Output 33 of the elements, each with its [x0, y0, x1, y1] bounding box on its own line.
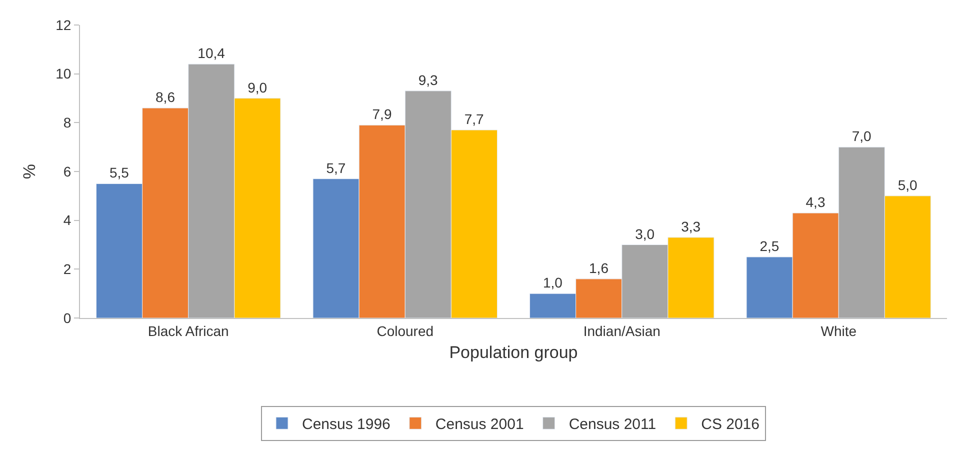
y-axis-title: % [20, 164, 40, 180]
y-tick-label: 0 [63, 310, 72, 326]
data-label: 2,5 [760, 238, 780, 254]
data-label: 1,0 [542, 274, 563, 291]
data-label: 9,3 [418, 72, 438, 88]
y-tick-label: 12 [56, 16, 72, 33]
data-label: 9,0 [248, 79, 268, 96]
x-axis-title: Population group [449, 343, 578, 362]
data-label: 4,3 [806, 194, 826, 210]
data-label: 7,0 [852, 128, 872, 144]
y-tick-label: 2 [63, 261, 72, 278]
data-label: 3,3 [681, 218, 701, 234]
legend-label: Census 1996 [302, 416, 390, 433]
y-tick-label: 6 [63, 163, 72, 180]
data-label: 10,4 [198, 45, 226, 62]
x-tick-label: Indian/Asian [583, 322, 660, 339]
legend-label: Census 2011 [568, 416, 656, 433]
data-label: 3,0 [635, 226, 655, 242]
data-label: 1,6 [589, 260, 609, 276]
y-tick-label: 4 [63, 212, 72, 228]
data-label: 8,6 [156, 89, 176, 106]
y-tick-label: 8 [63, 114, 72, 131]
data-label: 7,7 [464, 110, 484, 127]
data-label: 5,7 [326, 160, 346, 176]
legend-label: CS 2016 [701, 416, 760, 433]
x-tick-label: Black African [148, 322, 229, 339]
x-tick-label: Coloured [376, 322, 434, 339]
data-label: 5,0 [898, 176, 918, 193]
x-tick-label: White [820, 322, 857, 339]
data-label: 5,5 [109, 164, 130, 181]
data-label: 7,9 [372, 106, 392, 122]
legend-label: Census 2001 [435, 416, 524, 433]
y-tick-label: 10 [56, 66, 72, 82]
